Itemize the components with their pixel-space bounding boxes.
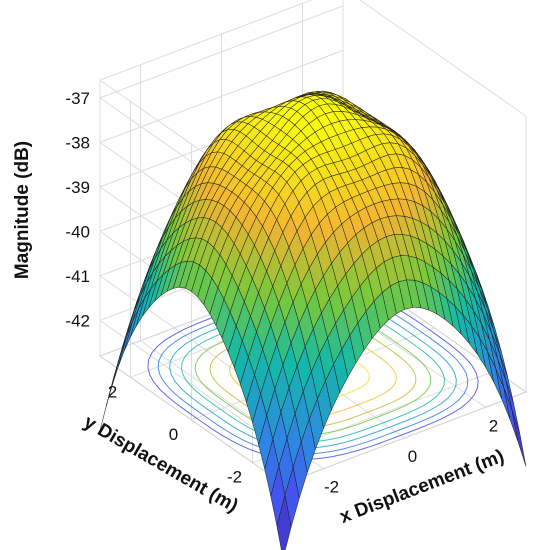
z-tick-label: -42	[65, 311, 90, 330]
x-tick-label: 2	[489, 416, 498, 435]
z-tick-label: -37	[65, 89, 90, 108]
x-tick-label: -2	[324, 478, 339, 497]
surface-patch	[276, 495, 292, 550]
surface-mesh	[99, 90, 527, 550]
y-tick-label: 0	[169, 425, 178, 444]
x-tick-label: 0	[408, 447, 417, 466]
z-tick-label: -40	[65, 222, 90, 241]
z-axis-label: Magnitude (dB)	[12, 141, 33, 279]
y-tick-label: -2	[227, 468, 242, 487]
x-axis-label: x Displacement (m)	[337, 446, 507, 528]
y-axis-label: y Displacement (m)	[80, 412, 241, 517]
z-tick-label: -41	[65, 267, 90, 286]
z-tick-label: -38	[65, 133, 90, 152]
z-tick-label: -39	[65, 178, 90, 197]
surface-patch	[511, 409, 527, 467]
tick-labels: -37 -38 -39 -40 -41 -42 -2 0 2 -2 0 2	[65, 89, 498, 497]
y-tick-label: 2	[108, 382, 117, 401]
